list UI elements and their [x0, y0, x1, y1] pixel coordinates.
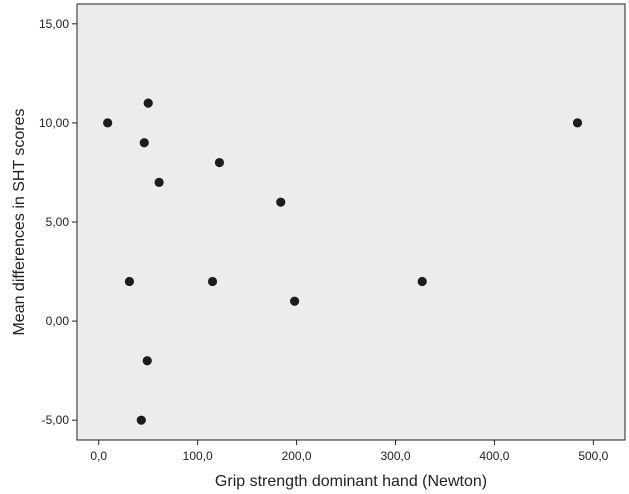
data-point [103, 118, 113, 128]
y-tick-label: 5,00 [46, 215, 70, 229]
plot-area [76, 3, 626, 441]
data-point [136, 415, 146, 425]
data-point [207, 276, 218, 287]
x-tick-label: 100,0 [183, 449, 213, 463]
axis-ticks: 0,0 100,0 200,0 300,0 400,0 500,0 -5,00 0,00 5,0… [39, 17, 609, 463]
data-point [139, 138, 149, 148]
data-point [124, 276, 135, 287]
x-tick-label: 300,0 [380, 449, 410, 463]
data-point [142, 356, 152, 366]
data-point [417, 276, 427, 287]
data-point [572, 118, 583, 128]
y-tick-label: -5,00 [42, 413, 70, 427]
x-axis-title: Grip strength dominant hand (Newton) [215, 473, 487, 490]
x-tick-label: 200,0 [282, 449, 312, 463]
data-points [103, 98, 583, 425]
y-axis-title: Mean differences in SHT scores [11, 108, 28, 335]
y-tick-label: 10,00 [39, 116, 69, 130]
x-tick-label: 500,0 [578, 449, 608, 463]
data-point [214, 157, 225, 168]
x-tick-label: 0,0 [90, 449, 107, 463]
x-tick-label: 400,0 [479, 449, 509, 463]
data-point [276, 197, 286, 207]
y-tick-label: 0,00 [46, 314, 70, 328]
data-point [290, 296, 300, 306]
data-point [143, 98, 153, 108]
y-tick-label: 15,00 [39, 17, 69, 31]
data-point [154, 177, 164, 187]
